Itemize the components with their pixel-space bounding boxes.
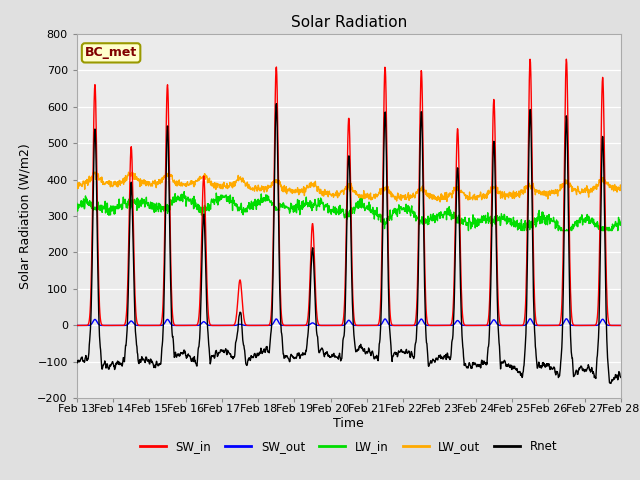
Text: BC_met: BC_met bbox=[85, 47, 137, 60]
Y-axis label: Solar Radiation (W/m2): Solar Radiation (W/m2) bbox=[19, 143, 32, 289]
Legend: SW_in, SW_out, LW_in, LW_out, Rnet: SW_in, SW_out, LW_in, LW_out, Rnet bbox=[136, 436, 562, 458]
X-axis label: Time: Time bbox=[333, 417, 364, 430]
Title: Solar Radiation: Solar Radiation bbox=[291, 15, 407, 30]
